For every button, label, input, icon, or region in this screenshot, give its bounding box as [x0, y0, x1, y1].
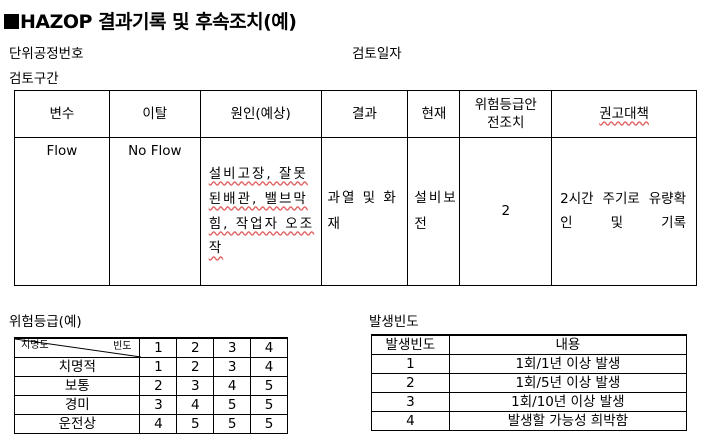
severity-label: 경미: [13, 395, 141, 415]
unit-process-number-label: 단위공정번호: [9, 46, 84, 62]
header-deviation: 이탈: [108, 90, 201, 138]
risk-value: 1: [139, 357, 178, 377]
cell-recommendation: 2시간 주기로 유량확인 및 기록: [551, 137, 697, 286]
table-header-row: 변수 이탈 원인(예상) 결과 현재 위험등급안 전조치 권고대책: [14, 90, 697, 138]
header-recommendation-text: 권고대책: [599, 105, 649, 122]
table-row: 1 1회/1년 이상 발생: [371, 354, 688, 374]
corner-cell: 치명도 빈도: [13, 337, 141, 358]
header-frequency: 발생빈도: [371, 334, 450, 355]
frequency-value: 4: [371, 411, 450, 431]
risk-grade-table: 치명도 빈도 1 2 3 4 치명적 1 2 3 4 보통 2 3 4 5 경미…: [13, 337, 288, 434]
risk-value: 5: [213, 395, 252, 415]
table-row: 보통 2 3 4 5: [13, 376, 288, 396]
freq-header: 2: [176, 337, 215, 358]
cell-current: 설비보전: [407, 137, 461, 286]
cell-cause: 설비고장, 잘못된배관, 밸브막힘, 작업자 오조작: [199, 137, 322, 286]
frequency-header-row: 발생빈도 내용: [371, 334, 688, 355]
risk-value: 5: [250, 376, 288, 396]
severity-label: 보통: [13, 376, 141, 396]
header-recommendation: 권고대책: [551, 90, 697, 138]
review-section-label: 검토구간: [9, 71, 59, 87]
hazop-result-table: 변수 이탈 원인(예상) 결과 현재 위험등급안 전조치 권고대책 Flow N…: [14, 90, 697, 286]
risk-value: 3: [139, 395, 178, 415]
frequency-label: 발생빈도: [369, 314, 419, 330]
cell-risk-grade: 2: [459, 137, 553, 286]
header-variable: 변수: [14, 90, 110, 138]
severity-label: 운전상: [13, 414, 141, 434]
frequency-content: 1회/10년 이상 발생: [448, 392, 688, 412]
risk-value: 5: [250, 414, 288, 434]
risk-value: 4: [176, 395, 215, 415]
table-row: 3 1회/10년 이상 발생: [371, 392, 688, 412]
table-row: 4 발생할 가능성 희박함: [371, 411, 688, 431]
freq-header: 1: [139, 337, 178, 358]
risk-value: 4: [250, 357, 288, 377]
risk-value: 5: [176, 414, 215, 434]
frequency-content: 발생할 가능성 희박함: [448, 411, 688, 431]
header-content: 내용: [448, 334, 688, 355]
risk-value: 4: [139, 414, 178, 434]
risk-value: 3: [176, 376, 215, 396]
header-risk-grade: 위험등급안 전조치: [459, 90, 553, 138]
document-title: HAZOP 결과기록 및 후속조치(예): [4, 7, 297, 34]
risk-value: 4: [213, 376, 252, 396]
review-date-label: 검토일자: [352, 46, 402, 62]
frequency-content: 1회/5년 이상 발생: [448, 373, 688, 393]
document-title-text: HAZOP 결과기록 및 후속조치(예): [20, 11, 297, 33]
table-row: 치명적 1 2 3 4: [13, 357, 288, 377]
cell-deviation: No Flow: [108, 137, 201, 286]
diagonal-line-icon: [15, 339, 141, 357]
freq-header: 3: [213, 337, 252, 358]
risk-value: 2: [176, 357, 215, 377]
frequency-value: 2: [371, 373, 450, 393]
risk-value: 2: [139, 376, 178, 396]
cell-cause-text: 설비고장, 잘못된배관, 밸브막힘, 작업자 오조작: [208, 165, 315, 257]
corner-severity-label: 치명도: [21, 340, 49, 351]
cell-variable: Flow: [14, 137, 110, 286]
severity-label: 치명적: [13, 357, 141, 377]
header-result: 결과: [320, 90, 409, 138]
table-row: Flow No Flow 설비고장, 잘못된배관, 밸브막힘, 작업자 오조작 …: [14, 137, 697, 286]
table-row: 운전상 4 5 5 5: [13, 414, 288, 434]
freq-header: 4: [250, 337, 288, 358]
risk-value: 5: [213, 414, 252, 434]
table-row: 2 1회/5년 이상 발생: [371, 373, 688, 393]
table-row: 경미 3 4 5 5: [13, 395, 288, 415]
frequency-value: 3: [371, 392, 450, 412]
risk-header-row: 치명도 빈도 1 2 3 4: [13, 337, 288, 358]
frequency-content: 1회/1년 이상 발생: [448, 354, 688, 374]
frequency-table: 발생빈도 내용 1 1회/1년 이상 발생 2 1회/5년 이상 발생 3 1회…: [371, 334, 688, 431]
square-bullet-icon: [4, 14, 19, 29]
corner-frequency-label: 빈도: [113, 341, 132, 352]
risk-value: 3: [213, 357, 252, 377]
cell-result: 과열 및 화재: [320, 137, 409, 286]
frequency-value: 1: [371, 354, 450, 374]
risk-value: 5: [250, 395, 288, 415]
header-cause: 원인(예상): [199, 90, 322, 138]
risk-grade-label: 위험등급(예): [9, 314, 82, 330]
header-current: 현재: [407, 90, 461, 138]
